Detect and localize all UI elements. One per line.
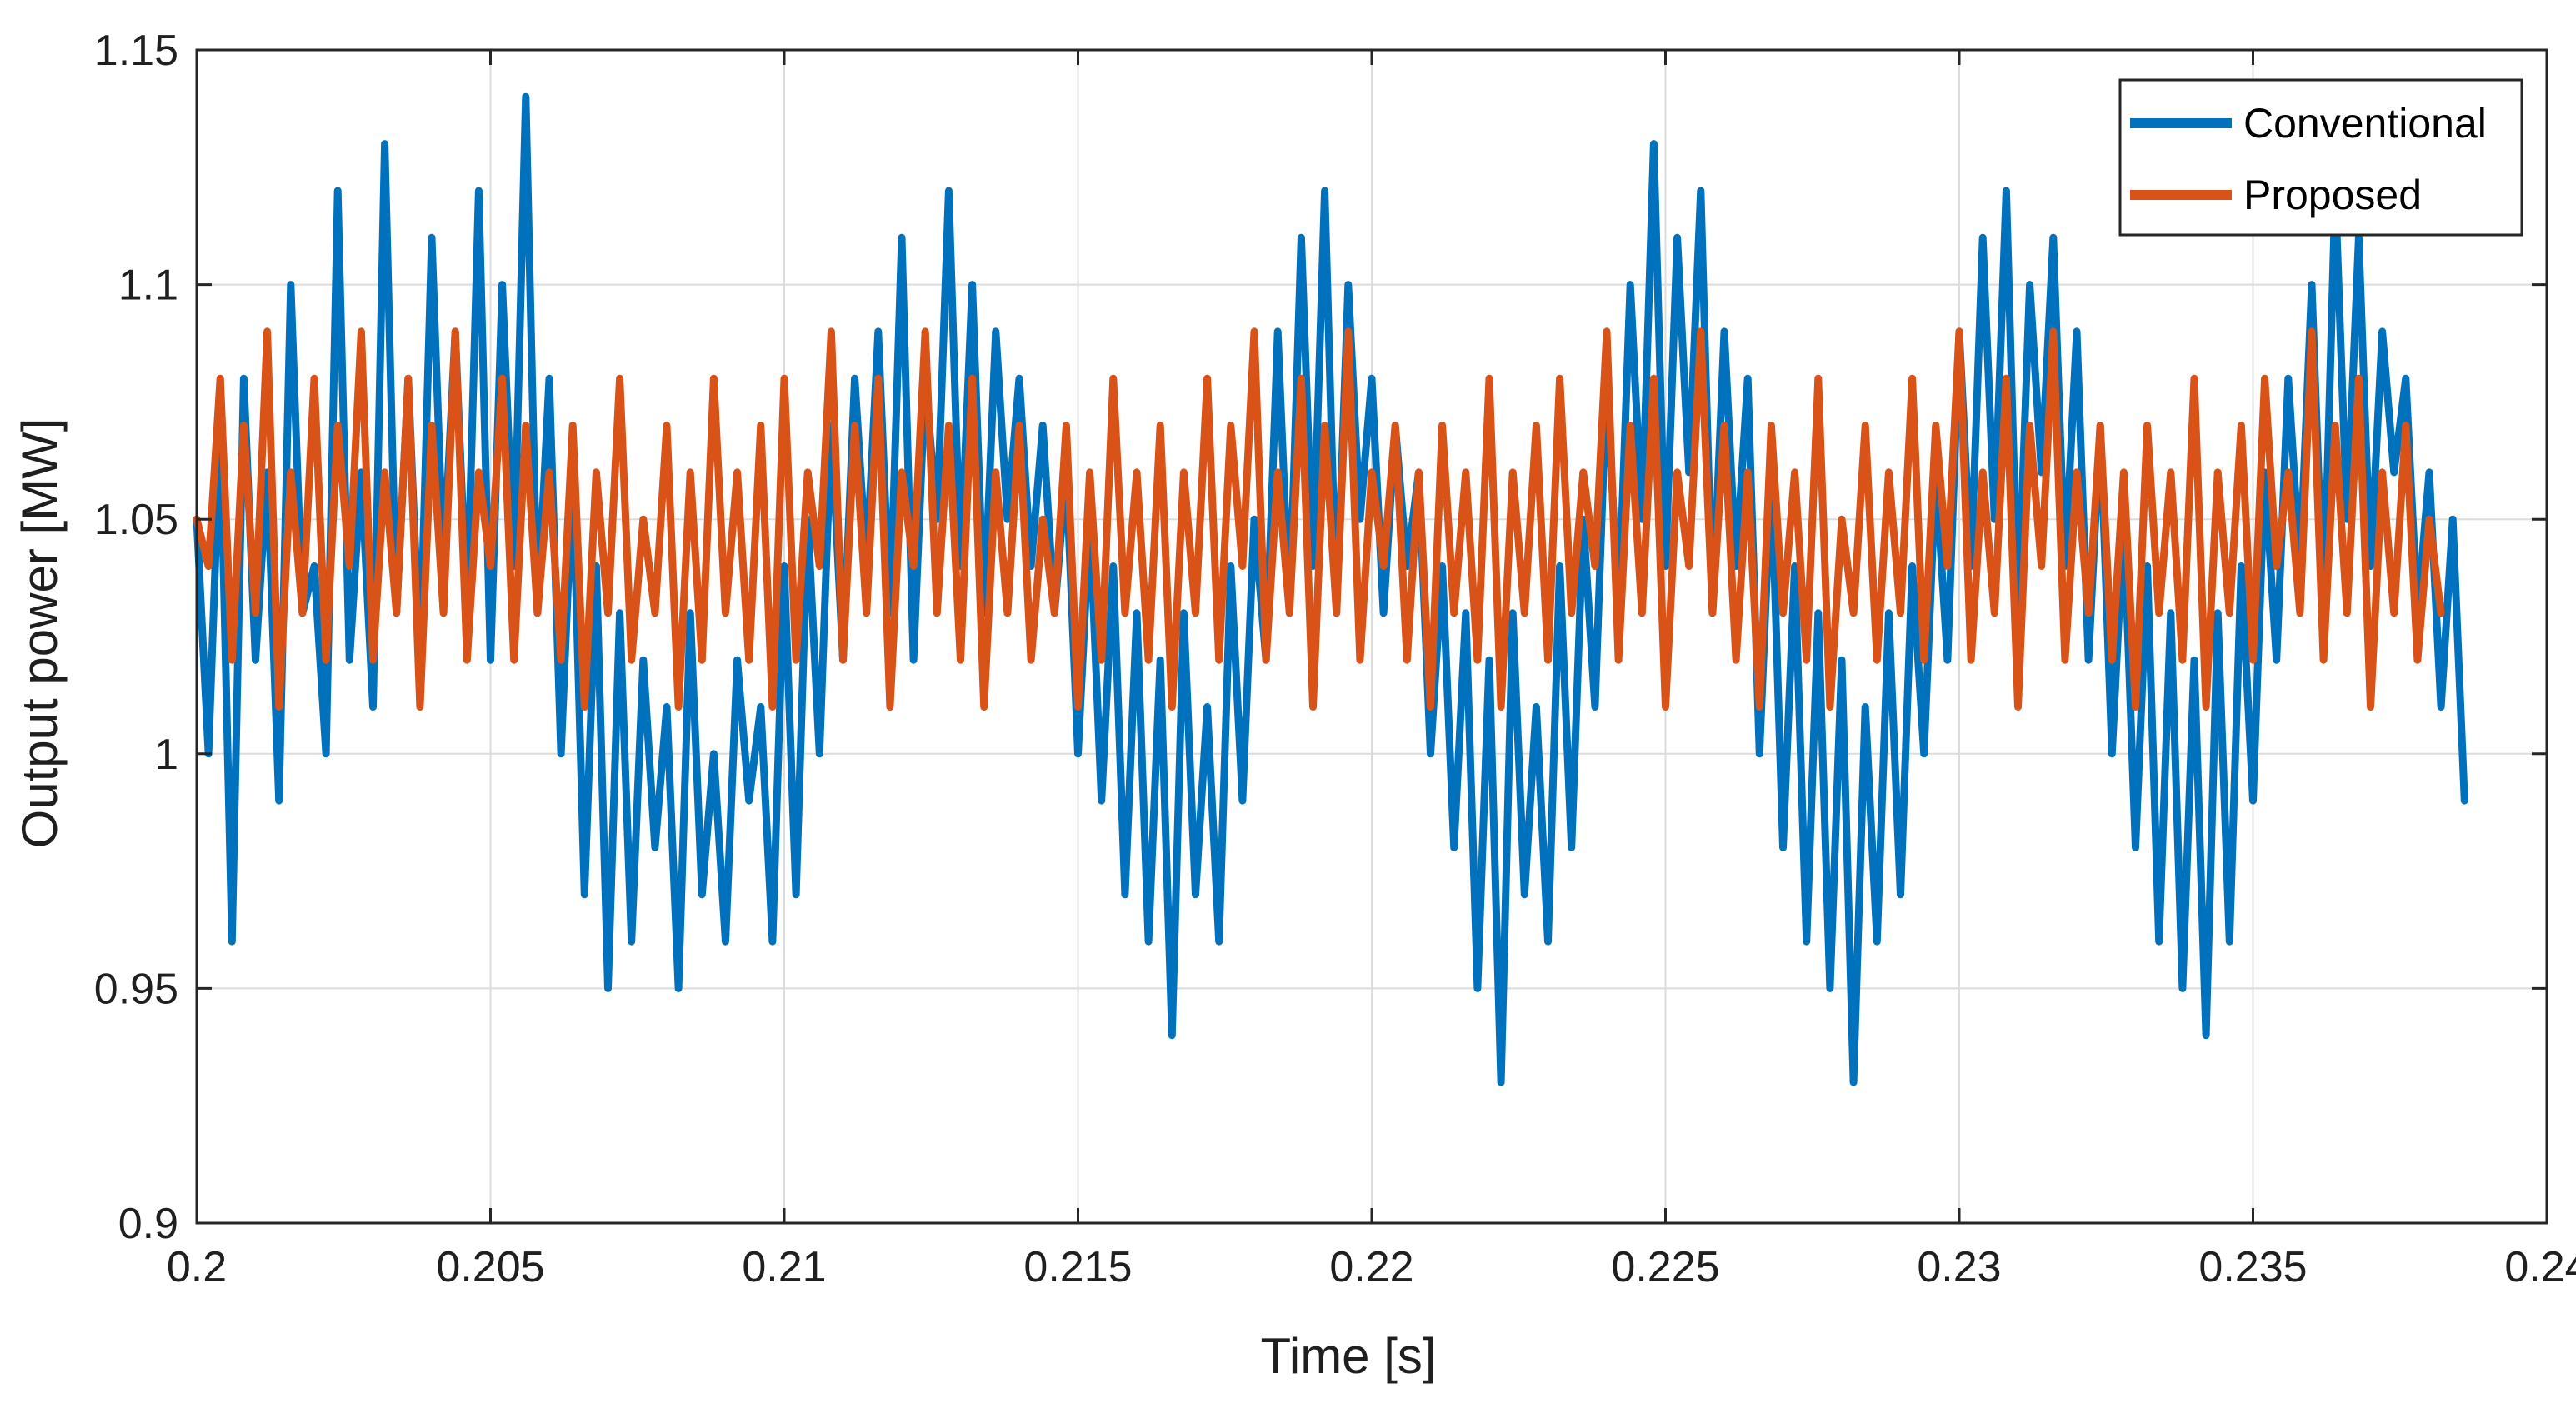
y-tick-label: 1 [154,731,178,779]
x-tick-label: 0.21 [742,1243,826,1291]
series-line-proposed [193,327,2445,711]
x-tick-label: 0.2 [167,1243,227,1291]
legend-box [2118,78,2523,237]
x-tick-label: 0.225 [1611,1243,1719,1291]
y-tick-label: 0.95 [94,965,178,1013]
legend-label: Proposed [2243,172,2422,218]
series-layer [193,92,2468,1086]
y-axis-label: Output power [MW] [12,418,68,849]
x-tick-label: 0.215 [1023,1243,1132,1291]
x-tick-label: 0.205 [436,1243,544,1291]
y-tick-label: 1.15 [94,27,178,75]
x-tick-label: 0.22 [1329,1243,1413,1291]
legend-label: Conventional [2243,100,2487,147]
x-tick-label: 0.23 [1917,1243,2001,1291]
x-tick-label: 0.235 [2198,1243,2307,1291]
y-tick-label: 1.1 [118,262,178,310]
x-axis: 0.2 0.205 0.21 0.215 0.22 0.225 0.23 0.235 0.24 [167,50,2576,1291]
y-axis: 0.9 0.95 1 1.05 1.1 1.15 [94,27,2547,1248]
x-tick-label: 0.24 [2504,1243,2576,1291]
legend: Conventional Proposed [2118,78,2523,237]
y-tick-label: 0.9 [118,1200,178,1248]
y-tick-label: 1.05 [94,496,178,544]
x-axis-label: Time [s] [1260,1328,1436,1384]
